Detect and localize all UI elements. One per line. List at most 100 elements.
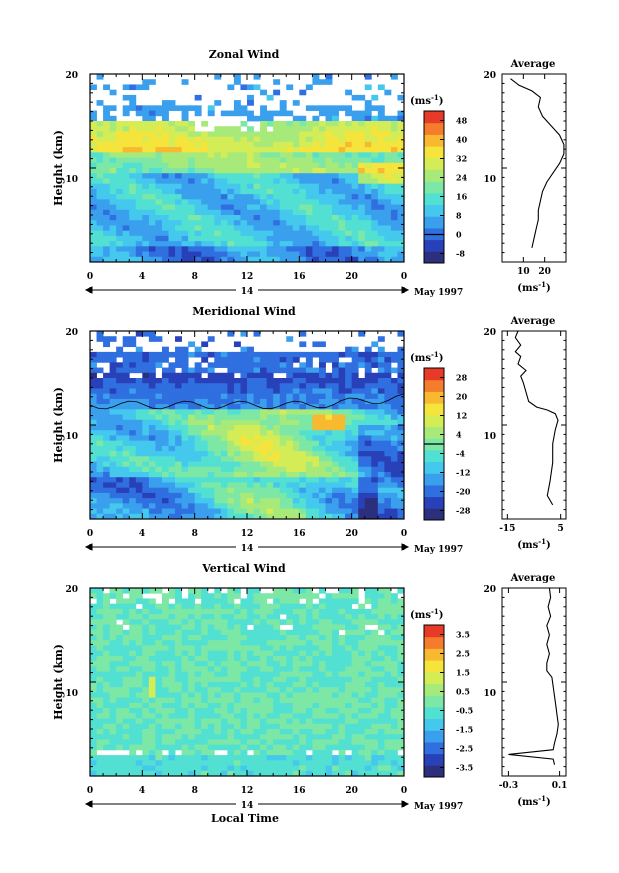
heatmap-cell [286,588,294,594]
heatmap-cell [318,744,326,751]
heatmap-cell [292,760,300,766]
heatmap-cell [338,126,346,132]
heatmap-cell [96,498,104,504]
heatmap-cell [129,136,137,143]
heatmap-cell [377,760,385,766]
heatmap-cell [135,629,143,636]
heatmap-cell [305,765,313,772]
heatmap-cell [377,666,385,672]
heatmap-cell [377,367,385,374]
heatmap-cell [286,729,294,735]
heatmap-cell [377,435,385,442]
heatmap-cell [109,472,117,478]
heatmap-cell [227,608,235,615]
heatmap-cell [299,749,307,756]
heatmap-cell [377,718,385,725]
heatmap-cell [390,230,398,237]
heatmap-cell [358,619,366,625]
heatmap-cell [338,666,346,672]
heatmap-cell [318,588,326,594]
heatmap-cell [122,204,130,211]
heatmap-cell [364,598,372,605]
heatmap-cell [122,770,130,776]
heatmap-cell [142,357,150,363]
heatmap-cell [103,671,111,678]
heatmap-cell [318,729,326,735]
heatmap-cell [358,152,366,158]
heatmap-cell [260,640,268,646]
heatmap-cell [279,498,287,504]
colorbar-tick: 0 [456,230,462,240]
heatmap-cell [397,655,404,662]
heatmap-cell [286,645,294,652]
heatmap-cell [227,194,235,200]
heatmap-cell [377,461,385,468]
heatmap-cell [247,126,254,132]
heatmap-cell [168,593,176,599]
heatmap-cell [233,666,241,672]
heatmap-cell [90,588,97,594]
heatmap-cell [377,682,385,688]
heatmap-cell [135,666,143,672]
heatmap-cell [377,755,385,761]
heatmap-cell [148,331,156,337]
heatmap-cell [135,498,143,504]
heatmap-cell [116,513,124,519]
heatmap-cell [397,414,404,421]
heatmap-cell [207,204,215,211]
heatmap-cell [148,687,156,693]
heatmap-cell [214,100,222,106]
heatmap-cell [305,209,313,216]
heatmap-cell [384,739,392,746]
heatmap-cell [377,141,385,148]
heatmap-cell [148,477,156,483]
heatmap-cell [325,508,333,515]
heatmap-cell [397,687,404,693]
heatmap-cell [247,755,254,761]
heatmap-cell [201,152,209,158]
heatmap-cell [194,503,202,509]
heatmap-cell [188,414,196,421]
heatmap-cell [305,440,313,447]
heatmap-cell [214,362,222,368]
heatmap-cell [161,739,169,746]
heatmap-cell [299,121,307,127]
heatmap-cell [96,729,104,735]
heatmap-cell [292,251,300,258]
heatmap-cell [129,765,137,772]
heatmap-cell [397,388,404,395]
heatmap-cell [161,445,169,452]
heatmap-cell [161,383,169,389]
heatmap-cell [358,178,366,185]
heatmap-cell [279,508,287,515]
heatmap-cell [273,729,281,735]
heatmap-cell [194,635,202,641]
heatmap-cell [260,635,268,641]
heatmap-cell [122,503,130,509]
heatmap-cell [253,425,261,431]
heatmap-cell [377,765,385,772]
colorbar-swatch [424,134,444,147]
heatmap-cell [358,157,366,164]
heatmap-cell [266,456,274,462]
heatmap-cell [338,220,346,226]
heatmap-cell [312,74,320,80]
heatmap-cell [220,241,228,247]
heatmap-cell [96,440,104,447]
heatmap-cell [103,655,111,662]
heatmap-cell [109,235,117,242]
heatmap-cell [286,152,294,158]
heatmap-cell [325,115,333,122]
heatmap-cell [377,246,385,252]
heatmap-cell [292,734,300,740]
heatmap-cell [240,603,248,610]
heatmap-cell [286,256,294,262]
vertical-wind-xtick: 0 [401,786,407,796]
heatmap-cell [96,513,104,519]
heatmap-cell [253,235,261,242]
heatmap-cell [148,666,156,672]
heatmap-cell [129,593,137,599]
heatmap-cell [181,404,189,410]
heatmap-cell [266,357,274,363]
heatmap-cell [103,603,111,610]
